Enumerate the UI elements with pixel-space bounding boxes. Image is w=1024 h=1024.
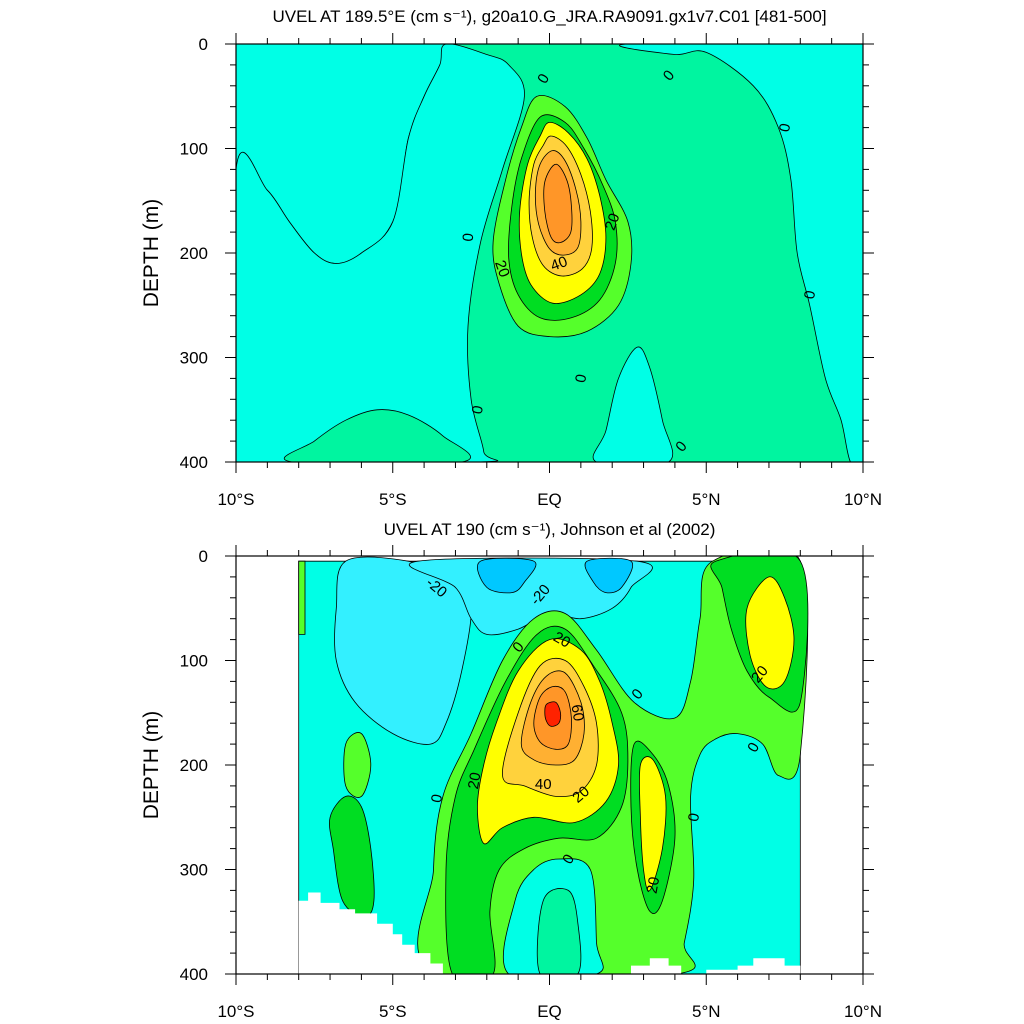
- contour-label: 0: [460, 232, 478, 242]
- panel-title: UVEL AT 189.5°E (cm s⁻¹), g20a10.G_JRA.R…: [272, 7, 826, 26]
- contour-band: [543, 163, 573, 244]
- contour-band: [536, 888, 582, 974]
- y-tick-label: 200: [180, 244, 208, 263]
- contour-band: [544, 701, 562, 727]
- y-tick-label: 100: [180, 652, 208, 671]
- x-tick-label: 10°N: [844, 1002, 882, 1021]
- x-tick-label: 10°S: [217, 490, 254, 509]
- missing-data-mask: [706, 958, 801, 974]
- y-tick-label: 100: [180, 140, 208, 159]
- missing-data-mask: [631, 958, 682, 974]
- x-tick-label: 5°S: [379, 490, 407, 509]
- contour-label: 0: [428, 793, 446, 804]
- contour-label: 20: [465, 771, 485, 790]
- contour-label: 20: [491, 258, 513, 279]
- y-tick-label: 0: [199, 35, 208, 54]
- y-tick-label: 400: [180, 453, 208, 472]
- contour-label: 20: [602, 211, 624, 232]
- contour-band: [584, 557, 633, 594]
- contour-label: 20: [550, 628, 573, 651]
- contour-band: [619, 44, 863, 462]
- panel-observations: UVEL AT 190 (cm s⁻¹), Johnson et al (200…: [140, 520, 882, 1021]
- contour-band: [343, 732, 372, 798]
- contour-label: 20: [644, 876, 664, 895]
- contour-band: [298, 560, 306, 635]
- x-tick-label: 5°S: [379, 1002, 407, 1021]
- panel-title: UVEL AT 190 (cm s⁻¹), Johnson et al (200…: [384, 520, 716, 539]
- panel-model: UVEL AT 189.5°E (cm s⁻¹), g20a10.G_JRA.R…: [140, 7, 882, 509]
- contour-label: 0: [685, 812, 703, 823]
- contour-label: 40: [535, 776, 552, 793]
- x-tick-label: EQ: [537, 490, 562, 509]
- y-tick-label: 300: [180, 861, 208, 880]
- x-tick-label: 10°N: [844, 490, 882, 509]
- y-tick-label: 300: [180, 349, 208, 368]
- contour-label: 0: [572, 373, 590, 384]
- x-tick-label: EQ: [537, 1002, 562, 1021]
- y-tick-label: 0: [199, 547, 208, 566]
- contour-label: 60: [567, 703, 587, 722]
- contour-label: 0: [469, 404, 487, 415]
- y-tick-label: 400: [180, 965, 208, 984]
- y-axis-label: DEPTH (m): [140, 711, 163, 820]
- contour-band: [283, 409, 471, 462]
- contour-band: [745, 576, 795, 690]
- contour-label: 0: [776, 122, 794, 133]
- contour-label: 0: [801, 289, 819, 300]
- x-tick-label: 5°N: [692, 1002, 721, 1021]
- y-tick-label: 200: [180, 756, 208, 775]
- y-axis-label: DEPTH (m): [140, 199, 163, 308]
- contour-band: [477, 557, 537, 594]
- contour-label: 40: [548, 253, 569, 275]
- missing-data-mask: [298, 892, 443, 974]
- contour-band: [638, 756, 667, 892]
- x-tick-label: 5°N: [692, 490, 721, 509]
- contour-band: [329, 795, 375, 917]
- x-tick-label: 10°S: [217, 1002, 254, 1021]
